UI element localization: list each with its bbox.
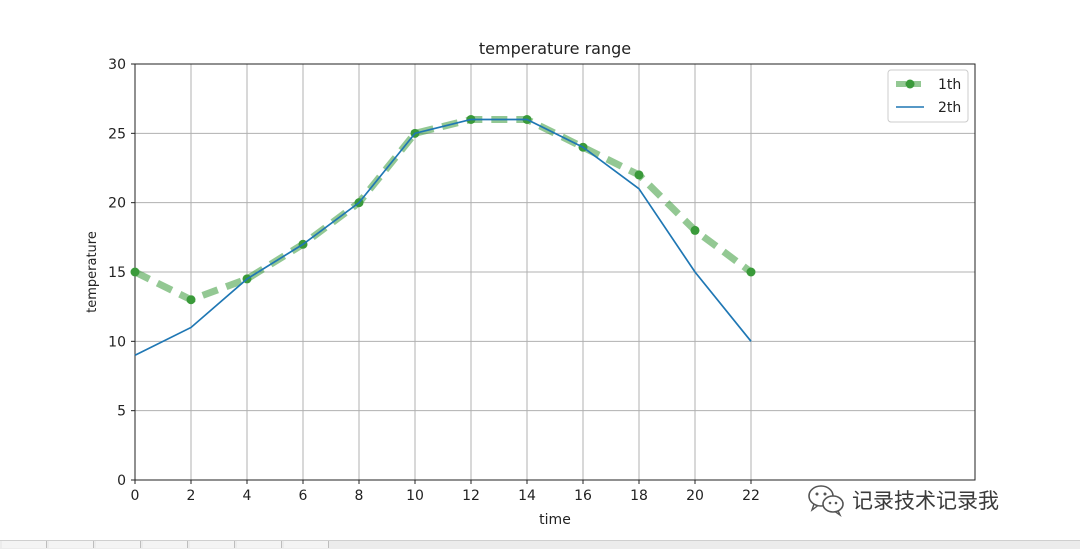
legend: 1th 2th <box>887 69 969 123</box>
x-axis-ticks: 0 2 4 6 8 10 12 14 16 18 20 22 <box>131 480 760 504</box>
watermark: 记录技术记录我 <box>806 480 999 520</box>
y-tick-label: 30 <box>108 57 126 73</box>
x-tick-label: 10 <box>406 488 424 504</box>
legend-1th-marker <box>905 79 915 89</box>
x-tick-label: 12 <box>462 488 480 504</box>
series-1th-point <box>690 225 700 235</box>
bottom-tab[interactable] <box>49 541 94 548</box>
x-tick-label: 4 <box>243 488 252 504</box>
y-tick-label: 25 <box>108 126 126 142</box>
bottom-tab[interactable] <box>143 541 188 548</box>
x-tick-label: 6 <box>299 488 308 504</box>
y-tick-label: 15 <box>108 265 126 281</box>
series-line-1th <box>133 115 754 304</box>
x-tick-label: 20 <box>686 488 704 504</box>
legend-1th-label: 1th <box>938 77 961 93</box>
y-axis-ticks: 0 5 10 15 20 25 30 <box>108 57 135 489</box>
series-line-2th <box>134 118 752 356</box>
bottom-tab[interactable] <box>237 541 282 548</box>
bottom-tab[interactable] <box>284 541 329 548</box>
y-tick-label: 5 <box>117 404 126 420</box>
x-tick-label: 16 <box>574 488 592 504</box>
y-axis-label: temperature <box>85 231 100 313</box>
wechat-icon <box>808 485 844 517</box>
series-1th-point <box>634 170 644 180</box>
y-tick-label: 20 <box>108 196 126 212</box>
x-tick-label: 14 <box>518 488 536 504</box>
bottom-tab[interactable] <box>2 541 47 548</box>
series-1th-point <box>130 267 140 277</box>
x-axis-label: time <box>539 512 571 528</box>
legend-2th-label: 2th <box>938 100 961 116</box>
x-tick-label: 8 <box>355 488 364 504</box>
x-tick-label: 2 <box>187 488 196 504</box>
chart-title: temperature range <box>479 39 631 58</box>
x-tick-label: 18 <box>630 488 648 504</box>
series-1th-point <box>186 295 196 305</box>
x-tick-label: 22 <box>742 488 760 504</box>
series-1th-point <box>746 267 756 277</box>
bottom-tab-strip <box>0 540 1080 549</box>
x-tick-label: 0 <box>131 488 140 504</box>
y-tick-label: 10 <box>108 334 126 350</box>
bottom-tab[interactable] <box>96 541 141 548</box>
watermark-text: 记录技术记录我 <box>852 489 999 513</box>
y-tick-label: 0 <box>117 473 126 489</box>
bottom-tab[interactable] <box>190 541 235 548</box>
series-layer <box>130 114 756 356</box>
